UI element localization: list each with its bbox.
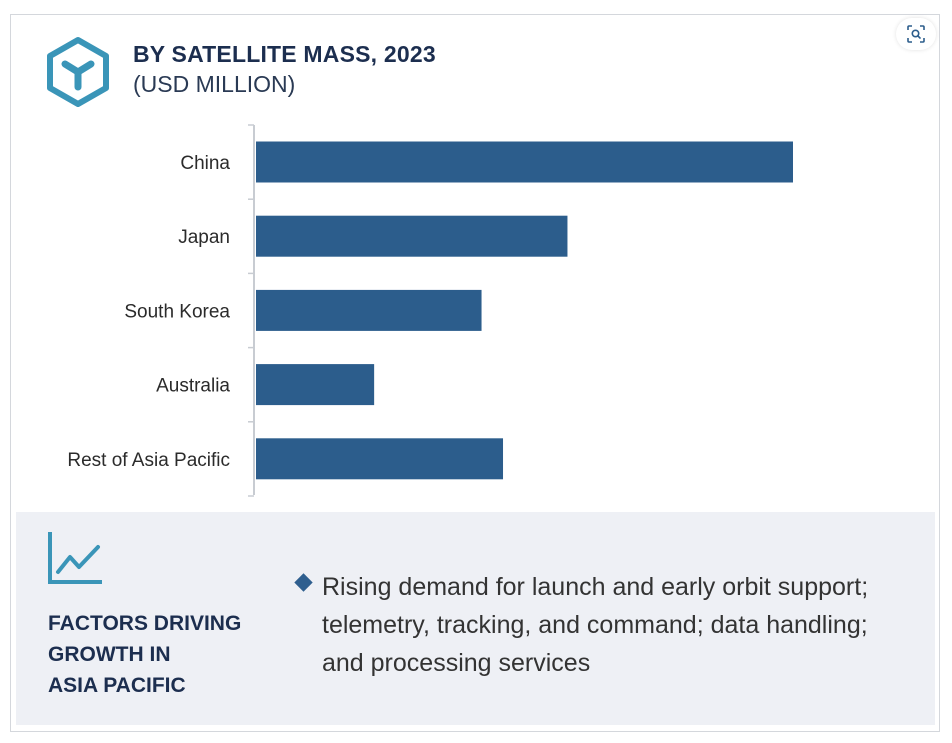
bar-china [256,141,793,183]
bar-south-korea [256,289,482,331]
bar-rest-of-asia-pacific [256,438,504,480]
category-label: Rest of Asia Pacific [67,450,230,471]
zoom-scan-icon [907,25,925,43]
chart-title: BY SATELLITE MASS, 2023 [133,41,436,67]
factors-heading-line: ASIA PACIFIC [48,674,186,697]
category-label: Australia [156,376,230,397]
chart-subtitle: (USD MILLION) [133,71,296,97]
zoom-button[interactable] [896,18,936,50]
factors-heading-line: FACTORS DRIVING [48,612,242,635]
factors-heading-line: GROWTH IN [48,643,171,666]
bar-australia [256,364,375,406]
category-label: China [180,153,230,174]
hexagon-y-logo-icon [47,37,109,107]
factors-panel: FACTORS DRIVING GROWTH IN ASIA PACIFIC R… [16,512,935,725]
category-label: South Korea [124,301,230,322]
factors-heading: FACTORS DRIVING GROWTH IN ASIA PACIFIC [48,608,288,701]
diamond-bullet-icon [294,573,313,592]
factor-bullet-text: Rising demand for launch and early orbit… [322,573,869,677]
bar-japan [256,215,568,257]
category-label: Japan [178,227,230,248]
trend-chart-icon [48,532,102,584]
bar-chart: China Japan South Korea Australia Rest of As… [67,124,793,497]
